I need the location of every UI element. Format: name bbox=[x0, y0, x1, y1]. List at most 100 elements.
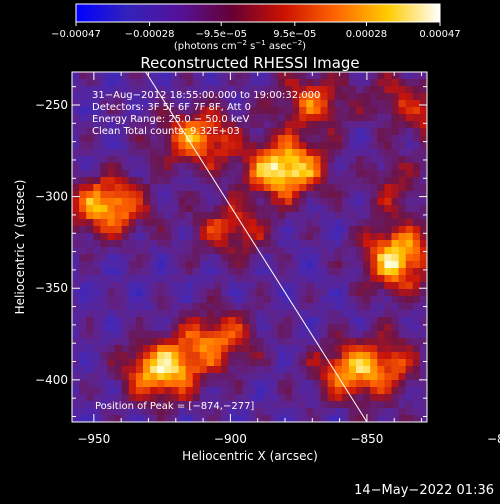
heatmap-cell bbox=[341, 254, 350, 262]
heatmap-cell bbox=[164, 156, 172, 164]
heatmap-cell bbox=[171, 79, 179, 87]
heatmap-cell bbox=[292, 107, 300, 115]
heatmap-cell bbox=[292, 331, 300, 339]
heatmap-cell bbox=[306, 135, 314, 143]
heatmap-cell bbox=[334, 135, 343, 143]
heatmap-cell bbox=[356, 128, 364, 136]
heatmap-cell bbox=[185, 345, 194, 353]
heatmap-cell bbox=[157, 394, 165, 402]
heatmap-cell bbox=[235, 205, 243, 213]
heatmap-cell bbox=[377, 401, 385, 409]
heatmap-cell bbox=[419, 114, 427, 122]
heatmap-cell bbox=[412, 184, 421, 192]
heatmap-cell bbox=[405, 240, 414, 248]
heatmap-cell bbox=[377, 303, 385, 311]
heatmap-cell bbox=[171, 135, 179, 143]
heatmap-cell bbox=[306, 261, 314, 269]
heatmap-cell bbox=[356, 268, 364, 276]
heatmap-cell bbox=[256, 247, 265, 255]
heatmap-cell bbox=[228, 408, 236, 416]
heatmap-cell bbox=[363, 219, 371, 227]
heatmap-cell bbox=[341, 191, 350, 199]
heatmap-cell bbox=[363, 275, 371, 283]
heatmap-cell bbox=[128, 86, 137, 94]
heatmap-cell bbox=[100, 128, 108, 136]
heatmap-cell bbox=[341, 163, 350, 171]
heatmap-cell bbox=[86, 163, 94, 171]
heatmap-cell bbox=[263, 317, 272, 325]
heatmap-cell bbox=[228, 289, 236, 297]
heatmap-cell bbox=[405, 163, 414, 171]
heatmap-cell bbox=[100, 394, 108, 402]
heatmap-cell bbox=[356, 317, 364, 325]
heatmap-cell bbox=[419, 240, 427, 248]
heatmap-cell bbox=[277, 72, 286, 80]
heatmap-cell bbox=[299, 177, 307, 185]
heatmap-cell bbox=[292, 387, 300, 395]
heatmap-cell bbox=[157, 149, 165, 157]
heatmap-cell bbox=[114, 401, 123, 409]
heatmap-cell bbox=[277, 380, 286, 388]
heatmap-cell bbox=[128, 93, 137, 101]
heatmap-cell bbox=[391, 247, 399, 255]
heatmap-cell bbox=[348, 408, 357, 416]
heatmap-cell bbox=[164, 212, 172, 220]
heatmap-cell bbox=[143, 114, 151, 122]
heatmap-cell bbox=[412, 261, 421, 269]
heatmap-cell bbox=[121, 93, 130, 101]
heatmap-cell bbox=[72, 163, 80, 171]
heatmap-cell bbox=[263, 310, 272, 318]
heatmap-cell bbox=[235, 233, 243, 241]
heatmap-cell bbox=[263, 212, 272, 220]
heatmap-cell bbox=[100, 380, 108, 388]
heatmap-cell bbox=[256, 352, 265, 360]
heatmap-cell bbox=[320, 268, 328, 276]
heatmap-cell bbox=[235, 240, 243, 248]
heatmap-cell bbox=[391, 149, 399, 157]
heatmap-cell bbox=[164, 128, 172, 136]
heatmap-cell bbox=[206, 226, 215, 234]
heatmap-cell bbox=[263, 247, 272, 255]
heatmap-cell bbox=[292, 261, 300, 269]
heatmap-cell bbox=[171, 345, 179, 353]
heatmap-cell bbox=[86, 107, 94, 115]
heatmap-cell bbox=[157, 282, 165, 290]
heatmap-cell bbox=[249, 324, 257, 332]
heatmap-cell bbox=[221, 177, 229, 185]
heatmap-cell bbox=[249, 100, 257, 108]
heatmap-cell bbox=[157, 261, 165, 269]
heatmap-cell bbox=[107, 324, 115, 332]
heatmap-cell bbox=[192, 219, 201, 227]
heatmap-cell bbox=[306, 149, 314, 157]
heatmap-cell bbox=[320, 317, 328, 325]
heatmap-cell bbox=[135, 233, 144, 241]
heatmap-cell bbox=[121, 282, 130, 290]
heatmap-cell bbox=[327, 303, 336, 311]
heatmap-cell bbox=[93, 212, 101, 220]
heatmap-cell bbox=[164, 317, 172, 325]
heatmap-cell bbox=[249, 79, 257, 87]
heatmap-cell bbox=[72, 282, 80, 290]
heatmap-cell bbox=[277, 324, 286, 332]
heatmap-cell bbox=[121, 233, 130, 241]
heatmap-cell bbox=[405, 261, 414, 269]
heatmap-cell bbox=[214, 233, 222, 241]
heatmap-cell bbox=[313, 310, 321, 318]
heatmap-cell bbox=[263, 324, 272, 332]
heatmap-cell bbox=[171, 128, 179, 136]
heatmap-cell bbox=[377, 408, 385, 416]
heatmap-cell bbox=[320, 401, 328, 409]
heatmap-cell bbox=[192, 261, 201, 269]
heatmap-cell bbox=[277, 163, 286, 171]
heatmap-cell bbox=[72, 415, 80, 422]
heatmap-cell bbox=[192, 296, 201, 304]
heatmap-cell bbox=[214, 296, 222, 304]
heatmap-cell bbox=[334, 352, 343, 360]
heatmap-cell bbox=[370, 317, 378, 325]
heatmap-cell bbox=[192, 352, 201, 360]
heatmap-cell bbox=[327, 86, 336, 94]
heatmap-cell bbox=[412, 240, 421, 248]
heatmap-cell bbox=[100, 184, 108, 192]
heatmap-cell bbox=[334, 254, 343, 262]
heatmap-cell bbox=[192, 282, 201, 290]
